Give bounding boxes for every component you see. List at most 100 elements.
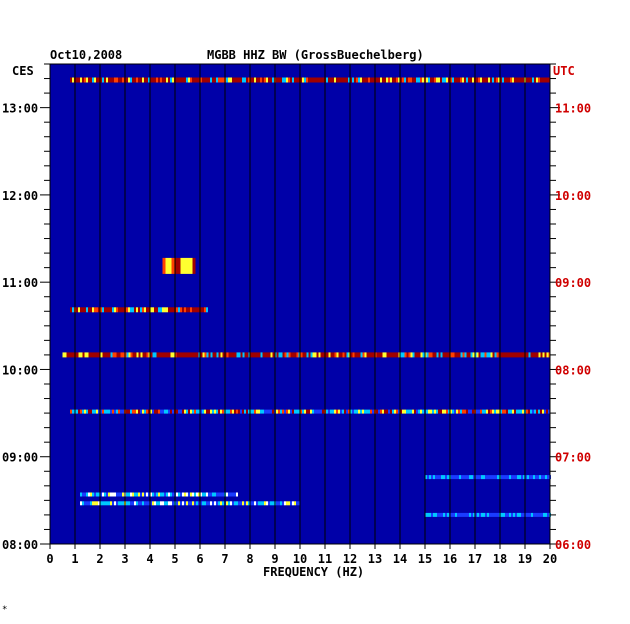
band-3-segment <box>240 409 242 414</box>
band-3-segment <box>360 409 362 414</box>
band-4-segment <box>189 257 193 274</box>
band-5-segment <box>136 492 138 497</box>
band-7-segment <box>479 475 481 480</box>
band-0-segment <box>448 77 450 83</box>
band-5-segment <box>138 492 140 497</box>
band-5-segment <box>92 492 94 497</box>
band-0-segment <box>518 77 520 83</box>
band-2-segment <box>346 352 349 358</box>
band-2-segment <box>530 352 533 358</box>
band-2-segment <box>254 352 257 358</box>
band-7-segment <box>445 475 447 480</box>
band-3-segment <box>112 409 114 414</box>
band-3-segment <box>270 409 272 414</box>
band-3-segment <box>320 409 322 414</box>
band-2-segment <box>446 352 449 358</box>
band-3-segment <box>392 409 394 414</box>
band-0-segment <box>504 77 506 83</box>
band-6-segment <box>112 501 114 506</box>
band-8-segment <box>507 512 509 517</box>
band-6-segment <box>216 501 218 506</box>
band-5-segment <box>164 492 166 497</box>
band-3-segment <box>436 409 438 414</box>
band-0-segment <box>428 77 430 83</box>
band-8-segment <box>509 512 511 517</box>
band-0-segment <box>386 77 388 83</box>
band-5-segment <box>194 492 196 497</box>
band-3-segment <box>512 409 514 414</box>
band-7-segment <box>471 475 473 480</box>
band-1-segment <box>162 307 164 313</box>
band-7-segment <box>509 475 511 480</box>
band-0-segment <box>296 77 298 83</box>
band-7-segment <box>485 475 487 480</box>
band-1-segment <box>184 307 186 313</box>
band-3-segment <box>372 409 374 414</box>
band-7-segment <box>491 475 493 480</box>
band-6-segment <box>190 501 192 506</box>
band-2-segment <box>470 352 473 358</box>
band-7-segment <box>543 475 545 480</box>
band-0-segment <box>382 77 384 83</box>
band-0-segment <box>172 77 174 83</box>
band-2-segment <box>82 352 85 358</box>
band-5-segment <box>122 492 124 497</box>
band-2-segment <box>456 352 459 358</box>
band-2-segment <box>186 352 189 358</box>
band-2-segment <box>194 352 197 358</box>
band-0-segment <box>126 77 128 83</box>
band-6-segment <box>136 501 138 506</box>
band-8-segment <box>473 512 475 517</box>
band-1-segment <box>178 307 180 313</box>
band-2-segment <box>136 352 139 358</box>
band-2-segment <box>170 352 173 358</box>
band-0-segment <box>206 77 208 83</box>
band-7-segment <box>439 475 441 480</box>
band-5-segment <box>110 492 112 497</box>
band-4-segment <box>192 257 196 274</box>
band-0-segment <box>234 77 236 83</box>
band-0-segment <box>314 77 316 83</box>
band-5-segment <box>116 492 118 497</box>
band-2-segment <box>496 352 499 358</box>
band-0-segment <box>430 77 432 83</box>
band-3-segment <box>368 409 370 414</box>
band-6-segment <box>264 501 266 506</box>
band-0-segment <box>458 77 460 83</box>
band-3-segment <box>262 409 264 414</box>
band-7-segment <box>441 475 443 480</box>
band-8-segment <box>505 512 507 517</box>
band-2-segment <box>304 352 307 358</box>
band-3-segment <box>502 409 504 414</box>
band-3-segment <box>490 409 492 414</box>
band-3-segment <box>476 409 478 414</box>
band-3-segment <box>108 409 110 414</box>
band-3-segment <box>440 409 442 414</box>
band-6-segment <box>262 501 264 506</box>
band-0-segment <box>232 77 234 83</box>
band-3-segment <box>518 409 520 414</box>
band-6-segment <box>90 501 92 506</box>
band-7-segment <box>455 475 457 480</box>
band-2-segment <box>332 352 335 358</box>
x-tick-label: 14 <box>393 552 407 566</box>
band-5-segment <box>86 492 88 497</box>
band-2-segment <box>462 352 465 358</box>
band-8-segment <box>495 512 497 517</box>
band-6-segment <box>240 501 242 506</box>
band-5-segment <box>96 492 98 497</box>
band-0-segment <box>182 77 184 83</box>
band-0-segment <box>406 77 408 83</box>
band-3-segment <box>316 409 318 414</box>
band-3-segment <box>470 409 472 414</box>
band-2-segment <box>436 352 439 358</box>
band-5-segment <box>204 492 206 497</box>
band-6-segment <box>138 501 140 506</box>
band-2-segment <box>458 352 461 358</box>
band-0-segment <box>446 77 448 83</box>
band-2-segment <box>100 352 103 358</box>
band-6-segment <box>204 501 206 506</box>
band-2-segment <box>236 352 239 358</box>
band-7-segment <box>531 475 533 480</box>
band-4-segment <box>183 257 187 274</box>
